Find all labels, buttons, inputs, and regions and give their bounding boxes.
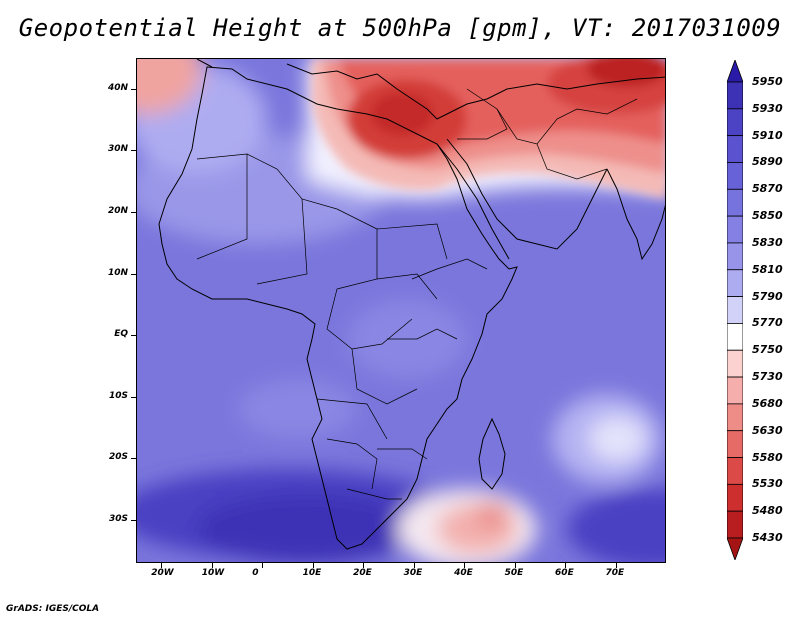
colorbar-level-label: 5850 <box>752 209 783 223</box>
colorbar <box>727 60 743 560</box>
colorbar-level-label: 5790 <box>752 289 783 303</box>
coastlines <box>158 59 665 550</box>
lat-tick <box>131 458 136 460</box>
colorbar-level-label: 5730 <box>752 370 783 384</box>
colorbar-top-arrow <box>727 60 743 83</box>
colorbar-level-label: 5580 <box>752 450 783 464</box>
map-canvas <box>137 59 665 562</box>
low-pressure-north <box>312 59 665 199</box>
colorbar-level-label: 5890 <box>752 155 783 169</box>
lon-tick <box>464 563 466 568</box>
lon-label: 20E <box>353 568 372 578</box>
lon-tick <box>615 563 617 568</box>
lon-tick <box>312 563 314 568</box>
lon-label: 40E <box>454 568 473 578</box>
lat-label: 10N <box>107 267 128 278</box>
lon-label: 50E <box>504 568 524 578</box>
colorbar-level-label: 5930 <box>752 101 783 115</box>
colorbar-bottom-arrow <box>727 537 743 560</box>
lon-label: 20W <box>151 568 174 578</box>
lat-tick <box>131 211 136 213</box>
lon-label: 10W <box>201 568 225 578</box>
lon-label: 30E <box>403 568 423 578</box>
lon-tick <box>565 563 567 568</box>
lat-tick <box>131 519 136 521</box>
colorbar-swatch <box>727 430 743 458</box>
colorbar-level-label: 5870 <box>752 182 783 196</box>
lat-label: EQ <box>114 329 128 340</box>
colorbar-swatch <box>727 296 743 324</box>
colorbar-level-label: 5810 <box>752 262 783 276</box>
lat-tick <box>131 150 136 152</box>
lon-tick <box>161 563 163 568</box>
colorbar-swatch <box>727 242 743 271</box>
lat-tick <box>131 335 136 337</box>
colorbar-swatch <box>727 349 743 378</box>
country-borders <box>196 88 638 500</box>
colorbar-level-label: 5910 <box>752 128 783 142</box>
colorbar-swatch <box>727 269 743 297</box>
lat-label: 10S <box>108 390 128 401</box>
colorbar-swatch <box>727 108 743 137</box>
colorbar-swatch <box>727 323 743 351</box>
lon-label: 60E <box>555 568 574 578</box>
colorbar-level-label: 5630 <box>752 423 783 437</box>
colorbar-swatch <box>727 510 743 539</box>
colorbar-swatch <box>727 376 743 405</box>
colorbar-swatch <box>727 457 743 485</box>
lat-label: 30S <box>108 513 128 524</box>
colorbar-swatch <box>727 162 743 190</box>
colorbar-swatch <box>727 135 743 163</box>
footer-credit: GrADS: IGES/COLA <box>6 604 100 614</box>
lat-tick <box>131 88 136 90</box>
lat-tick <box>131 273 136 275</box>
map-panel <box>136 58 666 563</box>
lon-tick <box>514 563 516 568</box>
colorbar-level-label: 5430 <box>752 531 783 544</box>
colorbar-level-label: 5950 <box>752 75 783 88</box>
colorbar-swatch <box>727 81 743 110</box>
lat-label: 30N <box>107 144 128 155</box>
colorbar-swatch <box>727 215 743 244</box>
colorbar-swatch <box>727 483 743 512</box>
lon-label: 70E <box>605 568 625 578</box>
lon-tick <box>262 563 264 568</box>
lon-tick <box>363 563 365 568</box>
colorbar-swatch <box>727 403 743 432</box>
colorbar-level-label: 5480 <box>752 504 783 518</box>
colorbar-swatch <box>727 188 743 217</box>
lon-label: 10E <box>302 568 322 578</box>
lat-label: 20S <box>108 452 128 463</box>
lat-tick <box>131 396 136 398</box>
lon-tick <box>211 563 213 568</box>
colorbar-level-label: 5770 <box>752 316 783 330</box>
lon-tick <box>413 563 415 568</box>
lon-label: 0 <box>252 568 259 578</box>
colorbar-level-label: 5750 <box>752 343 783 357</box>
lat-label: 40N <box>107 82 128 93</box>
colorbar-level-label: 5830 <box>752 235 783 249</box>
colorbar-level-label: 5530 <box>752 477 783 491</box>
colorbar-level-label: 5680 <box>752 396 783 410</box>
chart-title: Geopotential Height at 500hPa [gpm], VT:… <box>18 14 782 42</box>
lat-label: 20N <box>107 205 128 216</box>
